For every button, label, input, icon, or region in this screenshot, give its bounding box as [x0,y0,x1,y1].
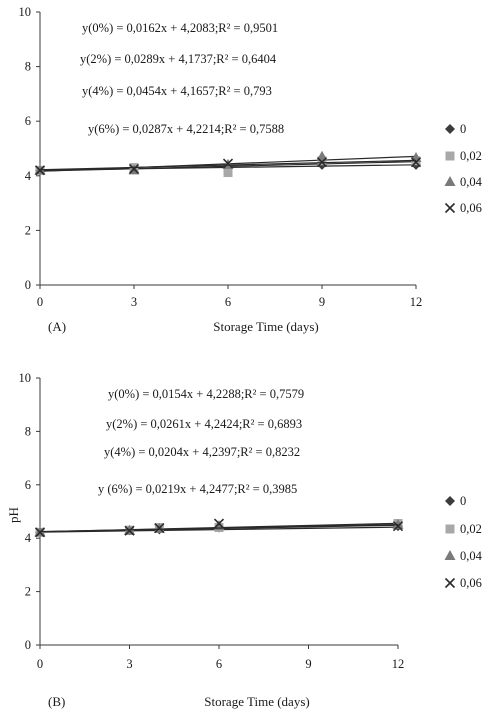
regression-equation: y(2%) = 0,0261x + 4,2424;R² = 0,6893 [106,417,302,431]
regression-equation: y (6%) = 0,0219x + 4,2477;R² = 0,3985 [98,482,297,496]
data-point [317,156,327,166]
legend-label: 0,04 [460,175,483,189]
legend-label: 0 [460,122,466,136]
legend-label: 0,02 [460,149,482,163]
legend-label: 0,02 [460,522,482,536]
data-point [392,518,404,529]
x-tick-label: 6 [216,657,222,671]
legend-marker [445,524,455,534]
legend-marker [444,577,456,589]
data-point [154,522,165,534]
y-tick-label: 4 [25,531,32,545]
regression-equation: y(0%) = 0,0162x + 4,2083;R² = 0,9501 [82,21,278,35]
y-tick-label: 6 [25,114,31,128]
x-axis-title: Storage Time (days) [204,694,309,709]
x-tick-label: 12 [410,295,423,309]
y-tick-label: 2 [25,223,31,237]
legend-label: 0,06 [460,201,482,215]
legend-label: 0 [460,494,466,508]
x-tick-label: 0 [37,295,43,309]
y-tick-label: 8 [25,424,31,438]
regression-equation: y(0%) = 0,0154x + 4,2288;R² = 0,7579 [108,387,304,401]
data-point [316,150,328,161]
legend-label: 0,04 [460,549,483,563]
y-tick-label: 4 [25,169,32,183]
data-point [124,525,135,536]
data-point [223,168,233,178]
panel-label: (B) [48,694,65,709]
legend-marker [445,496,455,506]
legend-marker [444,550,456,560]
y-tick-label: 10 [19,5,32,19]
regression-equation: y(4%) = 0,0204x + 4,2397;R² = 0,8232 [104,445,300,459]
x-tick-label: 9 [305,657,311,671]
data-point [128,163,140,175]
trendline [39,159,417,171]
legend-label: 0,06 [460,576,482,590]
legend-marker [444,176,456,186]
legend-marker [444,202,456,214]
y-tick-label: 6 [25,478,31,492]
panel-label: (A) [48,319,66,334]
legend-marker [445,151,455,161]
chart-panel-b: 0 2 4 6 8 10 0 3 6 9 12 Storage Time (days) pH (B) y(0… [6,371,483,709]
chart-panel-a: 0 2 4 6 8 10 0 3 6 9 12 Storage Time (days) (A) y(0%)… [19,5,483,334]
data-point [34,165,46,176]
x-tick-label: 6 [225,295,231,309]
data-point [213,518,225,529]
legend-marker [445,124,455,134]
y-tick-label: 8 [25,60,31,74]
x-tick-label: 0 [37,657,43,671]
x-tick-label: 3 [131,295,137,309]
y-tick-label: 0 [25,638,31,652]
x-tick-label: 9 [319,295,325,309]
x-tick-label: 12 [392,657,405,671]
data-point [222,158,234,169]
data-point [410,157,422,168]
data-point [34,527,46,538]
y-tick-label: 10 [19,371,32,385]
y-tick-label: 0 [25,278,31,292]
x-axis-title: Storage Time (days) [213,319,318,334]
data-point [316,157,328,168]
y-tick-label: 2 [25,585,31,599]
regression-equation: y(2%) = 0,0289x + 4,1737;R² = 0,6404 [80,52,277,66]
regression-equation: y(6%) = 0,0287x + 4,2214;R² = 0,7588 [88,122,284,136]
trendline [39,523,399,533]
regression-equation: y(4%) = 0,0454x + 4,1657;R² = 0,793 [82,84,272,98]
data-point [392,521,404,532]
x-tick-label: 3 [126,657,132,671]
y-axis-title: pH [6,507,21,523]
